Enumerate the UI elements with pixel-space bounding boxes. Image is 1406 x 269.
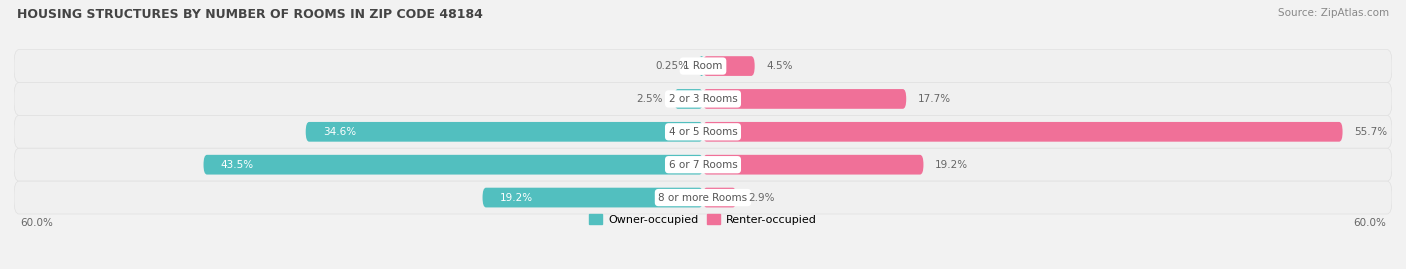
FancyBboxPatch shape xyxy=(703,56,755,76)
Legend: Owner-occupied, Renter-occupied: Owner-occupied, Renter-occupied xyxy=(585,210,821,229)
Text: 1 Room: 1 Room xyxy=(683,61,723,71)
FancyBboxPatch shape xyxy=(703,122,1343,142)
Text: 0.25%: 0.25% xyxy=(655,61,689,71)
Text: 2.5%: 2.5% xyxy=(637,94,662,104)
Text: 17.7%: 17.7% xyxy=(918,94,950,104)
FancyBboxPatch shape xyxy=(703,188,737,207)
FancyBboxPatch shape xyxy=(703,155,924,175)
Text: 60.0%: 60.0% xyxy=(1354,218,1386,228)
FancyBboxPatch shape xyxy=(204,155,703,175)
Text: 8 or more Rooms: 8 or more Rooms xyxy=(658,193,748,203)
Text: 60.0%: 60.0% xyxy=(20,218,52,228)
FancyBboxPatch shape xyxy=(305,122,703,142)
Text: 55.7%: 55.7% xyxy=(1354,127,1388,137)
Text: Source: ZipAtlas.com: Source: ZipAtlas.com xyxy=(1278,8,1389,18)
Text: 19.2%: 19.2% xyxy=(935,160,969,170)
FancyBboxPatch shape xyxy=(14,49,1392,83)
Text: 19.2%: 19.2% xyxy=(499,193,533,203)
Text: 4.5%: 4.5% xyxy=(766,61,793,71)
Text: 43.5%: 43.5% xyxy=(221,160,254,170)
FancyBboxPatch shape xyxy=(482,188,703,207)
FancyBboxPatch shape xyxy=(14,83,1392,115)
Text: 2.9%: 2.9% xyxy=(748,193,775,203)
FancyBboxPatch shape xyxy=(14,181,1392,214)
Text: 2 or 3 Rooms: 2 or 3 Rooms xyxy=(669,94,737,104)
FancyBboxPatch shape xyxy=(14,148,1392,181)
Text: 34.6%: 34.6% xyxy=(323,127,356,137)
Text: HOUSING STRUCTURES BY NUMBER OF ROOMS IN ZIP CODE 48184: HOUSING STRUCTURES BY NUMBER OF ROOMS IN… xyxy=(17,8,482,21)
Text: 4 or 5 Rooms: 4 or 5 Rooms xyxy=(669,127,737,137)
FancyBboxPatch shape xyxy=(675,89,703,109)
Text: 6 or 7 Rooms: 6 or 7 Rooms xyxy=(669,160,737,170)
FancyBboxPatch shape xyxy=(703,89,907,109)
FancyBboxPatch shape xyxy=(14,115,1392,148)
FancyBboxPatch shape xyxy=(700,56,703,76)
